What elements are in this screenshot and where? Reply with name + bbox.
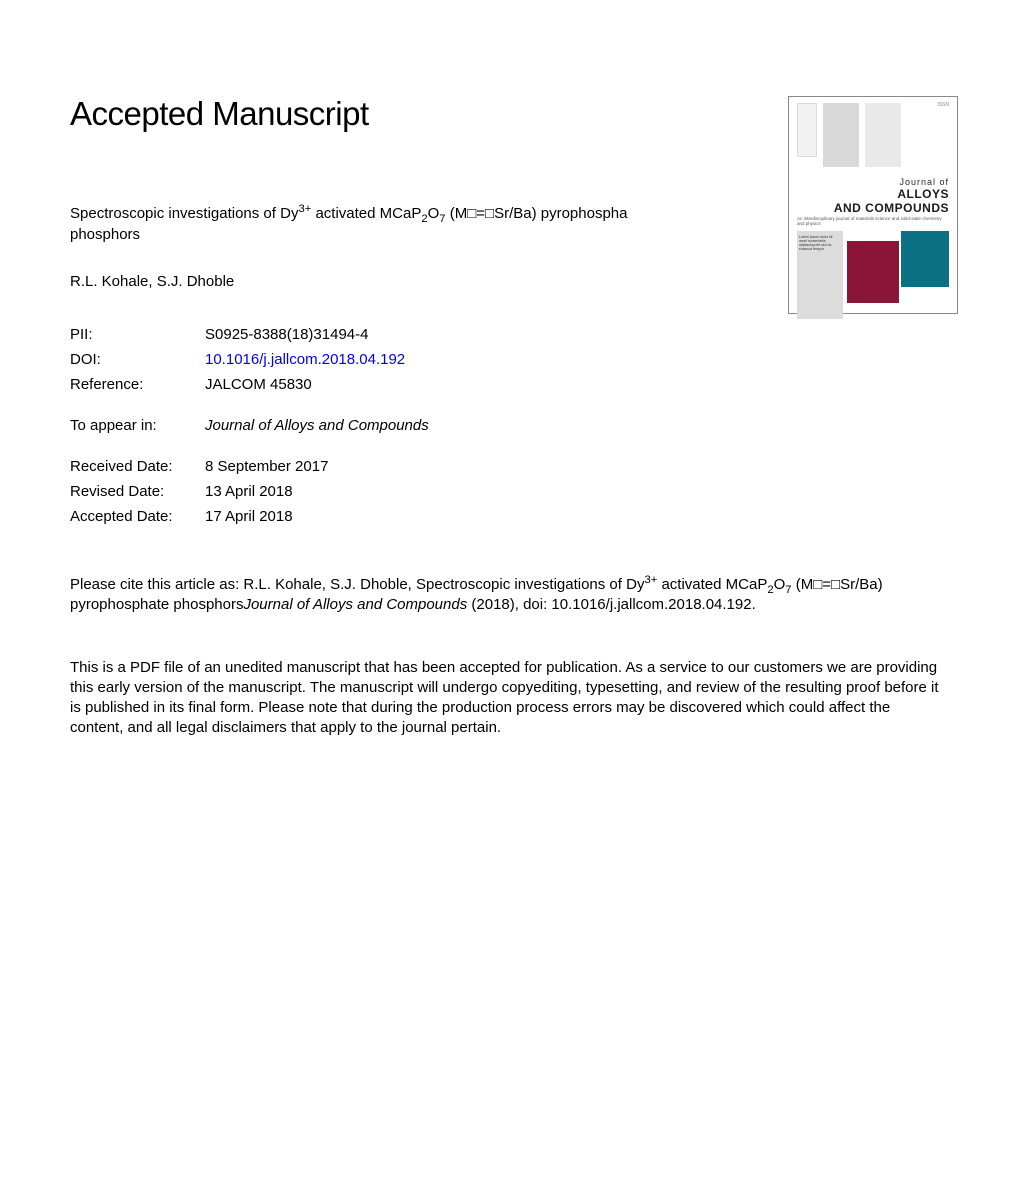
meta-row-pii: PII: S0925-8388(18)31494-4 — [70, 322, 429, 347]
citation-journal: Journal of Alloys and Compounds — [243, 596, 467, 613]
citation-sup: 3+ — [644, 574, 657, 586]
citation-part: activated MCaP — [657, 576, 767, 593]
meta-label: Received Date: — [70, 454, 205, 479]
meta-row-doi: DOI: 10.1016/j.jallcom.2018.04.192 — [70, 347, 429, 372]
meta-label: DOI: — [70, 347, 205, 372]
meta-label: To appear in: — [70, 413, 205, 438]
meta-row-received: Received Date: 8 September 2017 — [70, 454, 429, 479]
meta-label: Accepted Date: — [70, 504, 205, 529]
title-sup: 3+ — [298, 203, 311, 215]
citation-text: Please cite this article as: R.L. Kohale… — [70, 575, 900, 616]
title-text: Spectroscopic investigations of Dy — [70, 205, 298, 222]
meta-row-revised: Revised Date: 13 April 2018 — [70, 479, 429, 504]
cover-issn-text: ISSN — [937, 103, 949, 175]
title-text: activated MCaP — [311, 205, 421, 222]
disclaimer-text: This is a PDF file of an unedited manusc… — [70, 658, 940, 739]
journal-cover-thumbnail: ISSN Journal of ALLOYS AND COMPOUNDS An … — [788, 96, 958, 314]
meta-row-appear: To appear in: Journal of Alloys and Comp… — [70, 413, 429, 438]
article-title: Spectroscopic investigations of Dy3+ act… — [70, 203, 770, 245]
meta-label: Reference: — [70, 372, 205, 397]
cover-grey-col — [865, 103, 901, 167]
meta-value: 13 April 2018 — [205, 479, 429, 504]
cover-journal-title-line2: AND COMPOUNDS — [797, 201, 949, 215]
cover-logo-block — [797, 103, 817, 157]
cover-journal-of: Journal of — [797, 177, 949, 187]
cover-block-text: Lorem ipsum dolor sit amet consectetur a… — [797, 233, 843, 254]
cover-grey-col — [823, 103, 859, 167]
cover-journal-title-line1: ALLOYS — [797, 187, 949, 201]
cover-block-teal — [901, 231, 949, 287]
citation-part: (2018), doi: 10.1016/j.jallcom.2018.04.1… — [467, 596, 756, 613]
meta-value: 17 April 2018 — [205, 504, 429, 529]
doi-link[interactable]: 10.1016/j.jallcom.2018.04.192 — [205, 351, 405, 368]
citation-part: Please cite this article as: R.L. Kohale… — [70, 576, 644, 593]
cover-block-maroon — [847, 241, 899, 303]
meta-value-journal: Journal of Alloys and Compounds — [205, 413, 429, 438]
meta-label: PII: — [70, 322, 205, 347]
cover-subtitle: An interdisciplinary journal of material… — [789, 215, 957, 229]
citation-part: O — [774, 576, 786, 593]
meta-row-accepted: Accepted Date: 17 April 2018 — [70, 504, 429, 529]
title-text: phosphors — [70, 226, 140, 243]
meta-value: S0925-8388(18)31494-4 — [205, 322, 429, 347]
title-text: (M□=□Sr/Ba) pyrophospha — [446, 205, 628, 222]
meta-value: JALCOM 45830 — [205, 372, 429, 397]
metadata-table: PII: S0925-8388(18)31494-4 DOI: 10.1016/… — [70, 322, 429, 529]
meta-row-reference: Reference: JALCOM 45830 — [70, 372, 429, 397]
meta-label: Revised Date: — [70, 479, 205, 504]
title-text: O — [428, 205, 440, 222]
meta-value: 8 September 2017 — [205, 454, 429, 479]
